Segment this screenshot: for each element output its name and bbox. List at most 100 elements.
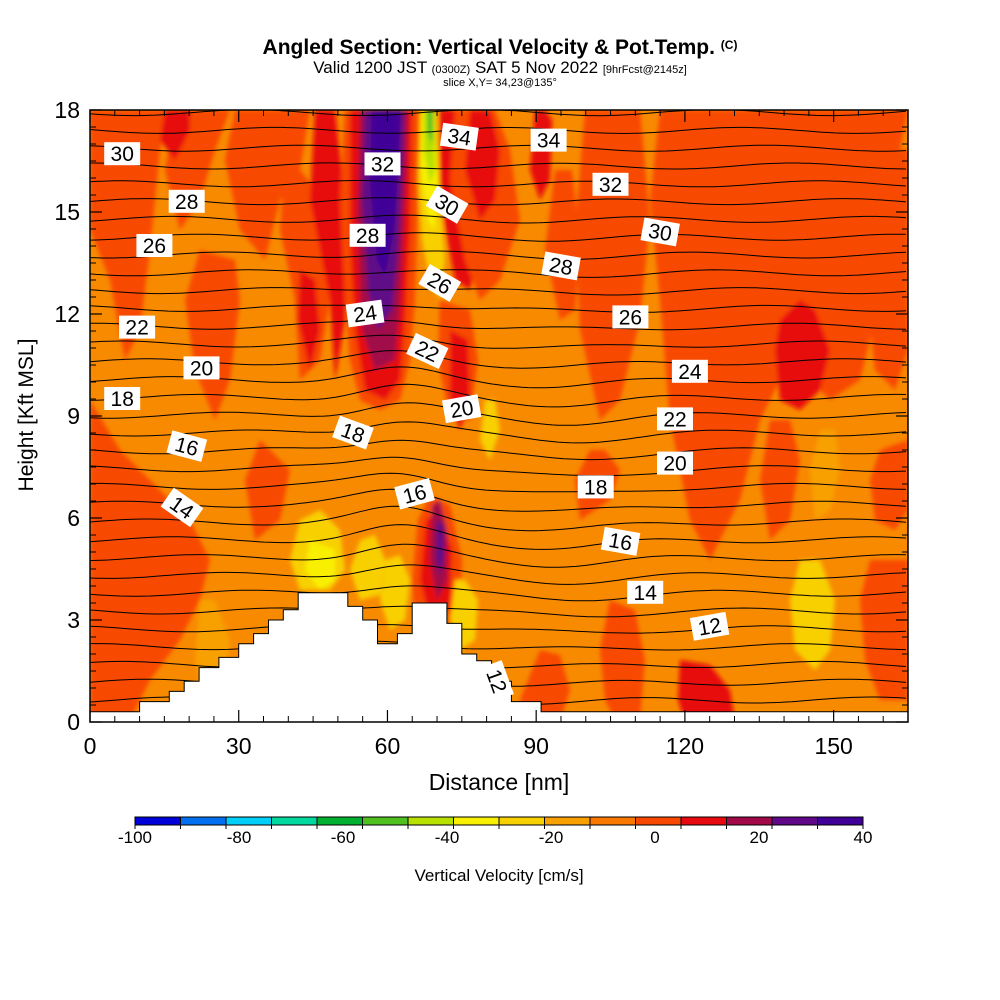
contour-label-text: 20 bbox=[190, 357, 213, 380]
contour-label: 20 bbox=[183, 356, 220, 380]
contour-label-box bbox=[657, 451, 693, 475]
contour-label-text: 22 bbox=[125, 317, 148, 340]
colorbar-tick-label: -60 bbox=[331, 828, 356, 847]
contour-label-box bbox=[332, 415, 374, 450]
contour-label-text: 34 bbox=[537, 130, 561, 153]
isentrope-line bbox=[90, 126, 907, 135]
y-tick-label: 18 bbox=[54, 97, 80, 123]
contour-label-box bbox=[168, 189, 205, 213]
contour-label-box bbox=[160, 487, 204, 528]
y-axis: 0 3 6 9 12 15 18 bbox=[54, 97, 908, 735]
isentrope-line bbox=[90, 214, 907, 224]
contour-label-box bbox=[104, 142, 141, 166]
isentrope-line bbox=[90, 456, 907, 477]
contour-label: 30 bbox=[640, 217, 680, 247]
contour-label-box bbox=[418, 264, 462, 302]
contour-label-box bbox=[480, 660, 514, 702]
contour-label-text: 32 bbox=[371, 153, 394, 176]
colorbar-swatch bbox=[681, 817, 727, 825]
colorbar-swatch bbox=[499, 817, 545, 825]
x-axis: 0 30 60 90 120 150 bbox=[84, 110, 884, 759]
isentrope-line bbox=[90, 144, 907, 152]
contour-label-text: 18 bbox=[584, 476, 607, 499]
isentrope-line bbox=[90, 334, 907, 349]
contour-label-box bbox=[394, 477, 435, 510]
isentrope-line bbox=[90, 319, 907, 331]
contour-label-text: 28 bbox=[356, 225, 379, 248]
contour-label-box bbox=[577, 475, 614, 499]
contour-label-text: 30 bbox=[647, 220, 674, 247]
isentrope-line bbox=[90, 524, 907, 550]
isentrope-line bbox=[90, 162, 907, 170]
contour-label-box bbox=[166, 430, 208, 462]
contour-label-text: 28 bbox=[547, 254, 574, 281]
contour-label-text: 14 bbox=[634, 582, 658, 605]
contour-label: 24 bbox=[671, 359, 708, 384]
contour-label: 24 bbox=[345, 299, 385, 328]
contour-label-text: 24 bbox=[352, 301, 379, 327]
colorbar-swatch bbox=[317, 817, 363, 825]
isentrope-line bbox=[90, 472, 907, 493]
contour-label-text: 22 bbox=[663, 408, 686, 431]
isentrope-line bbox=[90, 421, 907, 444]
contour-label: 32 bbox=[592, 172, 629, 197]
contour-label-box bbox=[349, 223, 386, 247]
contour-label-box bbox=[671, 359, 708, 383]
colorbar-swatch bbox=[271, 817, 318, 825]
contour-label: 30 bbox=[104, 142, 141, 166]
colorbar-tick-label: -20 bbox=[539, 828, 564, 847]
colorbar-swatch bbox=[726, 817, 773, 825]
y-tick-label: 0 bbox=[67, 709, 80, 735]
contour-label-box bbox=[541, 251, 581, 281]
contour-label: 28 bbox=[541, 251, 581, 281]
isentrope-line bbox=[90, 180, 907, 188]
isentrope-line bbox=[90, 640, 907, 651]
contour-label-text: 30 bbox=[111, 143, 134, 166]
x-tick-label: 120 bbox=[666, 733, 704, 759]
isentrope-line bbox=[90, 383, 907, 408]
x-tick-label: 60 bbox=[375, 733, 401, 759]
contour-label: 26 bbox=[136, 234, 173, 258]
isentrope-line bbox=[90, 366, 907, 389]
contour-label-text: 26 bbox=[143, 235, 166, 258]
contour-label: 32 bbox=[364, 152, 401, 176]
contour-label: 22 bbox=[657, 407, 693, 431]
contour-label-text: 28 bbox=[175, 191, 198, 214]
contour-label: 34 bbox=[530, 128, 567, 153]
contour-label-text: 24 bbox=[678, 361, 702, 384]
y-tick-label: 6 bbox=[67, 505, 80, 531]
contour-label-box bbox=[104, 387, 141, 410]
colorbar-swatch bbox=[772, 817, 818, 825]
isentrope-line bbox=[90, 605, 907, 618]
contour-label: 28 bbox=[349, 223, 386, 248]
y-tick-label: 3 bbox=[67, 607, 80, 633]
contour-label-box bbox=[441, 394, 482, 424]
isentrope-line bbox=[90, 269, 907, 278]
chart-subtitle: Valid 1200 JST (0300Z) SAT 5 Nov 2022 [9… bbox=[313, 58, 687, 77]
colorbar: -100 -80 -60 -40 -20 0 20 40 bbox=[118, 816, 872, 847]
isentrope-line bbox=[90, 304, 907, 313]
isentrope-line bbox=[90, 505, 907, 532]
contour-label-box bbox=[530, 128, 567, 152]
y-tick-label: 12 bbox=[54, 301, 80, 327]
chart-title: Angled Section: Vertical Velocity & Pot.… bbox=[262, 36, 738, 59]
y-tick-label: 15 bbox=[54, 199, 80, 225]
colorbar-tick-label: -40 bbox=[435, 828, 460, 847]
contour-label-box bbox=[136, 234, 173, 257]
isentrope-line bbox=[90, 287, 907, 296]
contour-label: 18 bbox=[577, 475, 614, 499]
contour-label-text: 12 bbox=[696, 614, 723, 641]
contour-label: 20 bbox=[657, 451, 693, 476]
isentrope-line bbox=[90, 250, 907, 260]
isentrope-line bbox=[90, 232, 907, 242]
contour-label: 14 bbox=[627, 580, 664, 605]
contour-label: 12 bbox=[689, 611, 730, 641]
contour-label-box bbox=[612, 305, 649, 329]
vertical-velocity-field bbox=[90, 110, 908, 722]
isentrope-line bbox=[90, 197, 907, 206]
contour-label-box bbox=[689, 611, 730, 641]
contour-label-box bbox=[640, 217, 680, 247]
isentrope-line bbox=[90, 543, 907, 568]
contour-label-text: 20 bbox=[663, 453, 686, 476]
isentrope-line bbox=[90, 350, 907, 369]
